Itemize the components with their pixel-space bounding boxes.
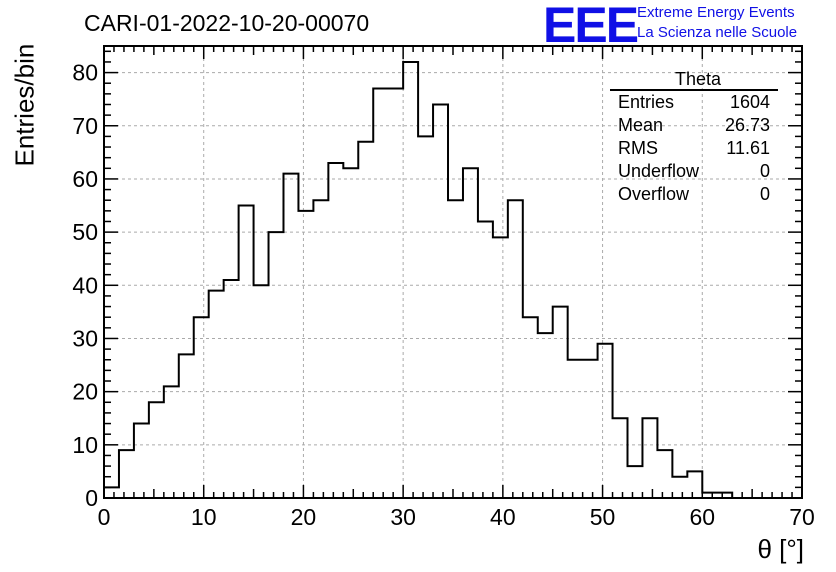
stats-box: Theta Entries 1604 Mean 26.73 RMS 11.61 Und…	[610, 70, 778, 206]
y-axis: 0 10 20 30 40 50 60 70 80	[72, 50, 802, 511]
x-tick-label: 60	[689, 504, 715, 530]
stats-value: 0	[759, 161, 770, 181]
x-axis-label: θ [°]	[757, 534, 804, 564]
chart-title: CARI-01-2022-10-20-00070	[84, 10, 370, 36]
stats-label: Mean	[618, 115, 664, 135]
stats-label: Entries	[618, 92, 675, 112]
stats-row: Overflow 0	[610, 183, 778, 206]
x-tick-label: 10	[191, 504, 217, 530]
stats-row: Underflow 0	[610, 160, 778, 183]
stats-label: RMS	[618, 138, 658, 158]
y-tick-label: 30	[72, 325, 98, 351]
histogram-line	[103, 60, 793, 499]
y-tick-label: 0	[85, 485, 98, 511]
eee-logo: EEE	[543, 0, 639, 53]
y-tick-label: 50	[72, 219, 98, 245]
stats-row: Entries 1604	[610, 91, 778, 114]
stats-value: 26.73	[724, 115, 770, 135]
stats-name: Theta	[610, 70, 778, 91]
x-tick-label: 0	[98, 504, 111, 530]
x-tick-label: 20	[291, 504, 317, 530]
stats-label: Overflow	[618, 184, 690, 204]
y-tick-label: 70	[72, 113, 98, 139]
logo-line-2: La Scienza nelle Scuole	[637, 24, 798, 41]
stats-value: 11.61	[726, 138, 770, 158]
stats-row: RMS 11.61	[610, 137, 778, 160]
logo-line-1: Extreme Energy Events	[637, 4, 795, 21]
y-axis-label: Entries/bin	[9, 43, 40, 167]
stats-label: Underflow	[618, 161, 700, 181]
stats-value: 1604	[729, 92, 770, 112]
x-tick-label: 50	[590, 504, 616, 530]
x-tick-label: 30	[390, 504, 416, 530]
y-tick-label: 60	[72, 166, 98, 192]
y-tick-label: 40	[72, 272, 98, 298]
stats-value: 0	[759, 184, 770, 204]
x-tick-label: 70	[789, 504, 815, 530]
y-tick-label: 20	[72, 379, 98, 405]
y-tick-label: 80	[72, 60, 98, 86]
grid-lines	[104, 46, 802, 498]
x-tick-label: 40	[490, 504, 516, 530]
stats-row: Mean 26.73	[610, 114, 778, 137]
y-tick-label: 10	[72, 432, 98, 458]
logo-mark: EEE	[543, 0, 639, 53]
